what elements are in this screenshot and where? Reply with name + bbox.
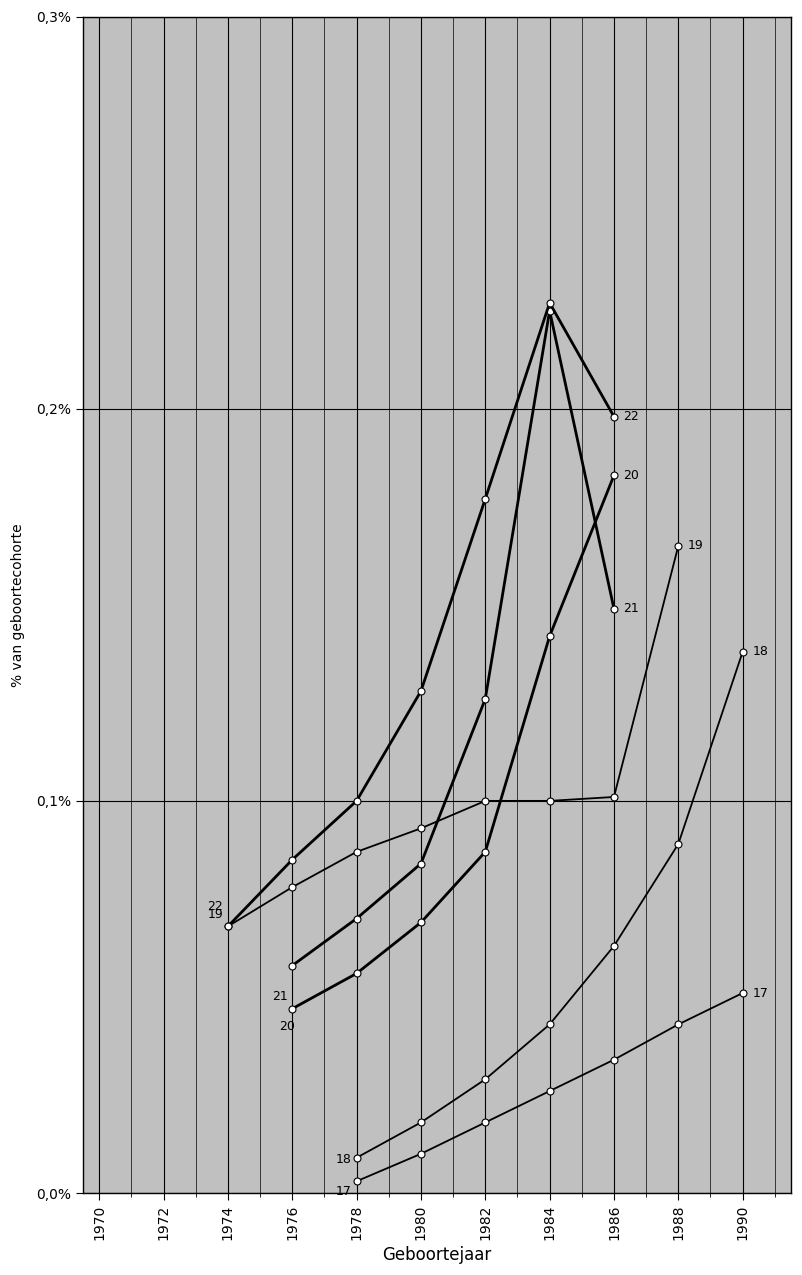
Text: 18: 18 xyxy=(336,1153,352,1167)
Text: 21: 21 xyxy=(272,991,287,1003)
Text: 17: 17 xyxy=(336,1184,352,1197)
Text: 22: 22 xyxy=(208,900,223,913)
Text: 19: 19 xyxy=(208,908,223,921)
Text: 22: 22 xyxy=(624,411,639,423)
Text: 20: 20 xyxy=(280,1020,295,1033)
Text: 18: 18 xyxy=(752,645,768,658)
Text: 20: 20 xyxy=(624,469,639,482)
Y-axis label: % van geboortecohorte: % van geboortecohorte xyxy=(11,523,25,687)
Text: 17: 17 xyxy=(752,987,768,1000)
X-axis label: Geboortejaar: Geboortejaar xyxy=(383,1246,492,1264)
Text: 21: 21 xyxy=(624,602,639,616)
Text: 19: 19 xyxy=(688,539,703,552)
